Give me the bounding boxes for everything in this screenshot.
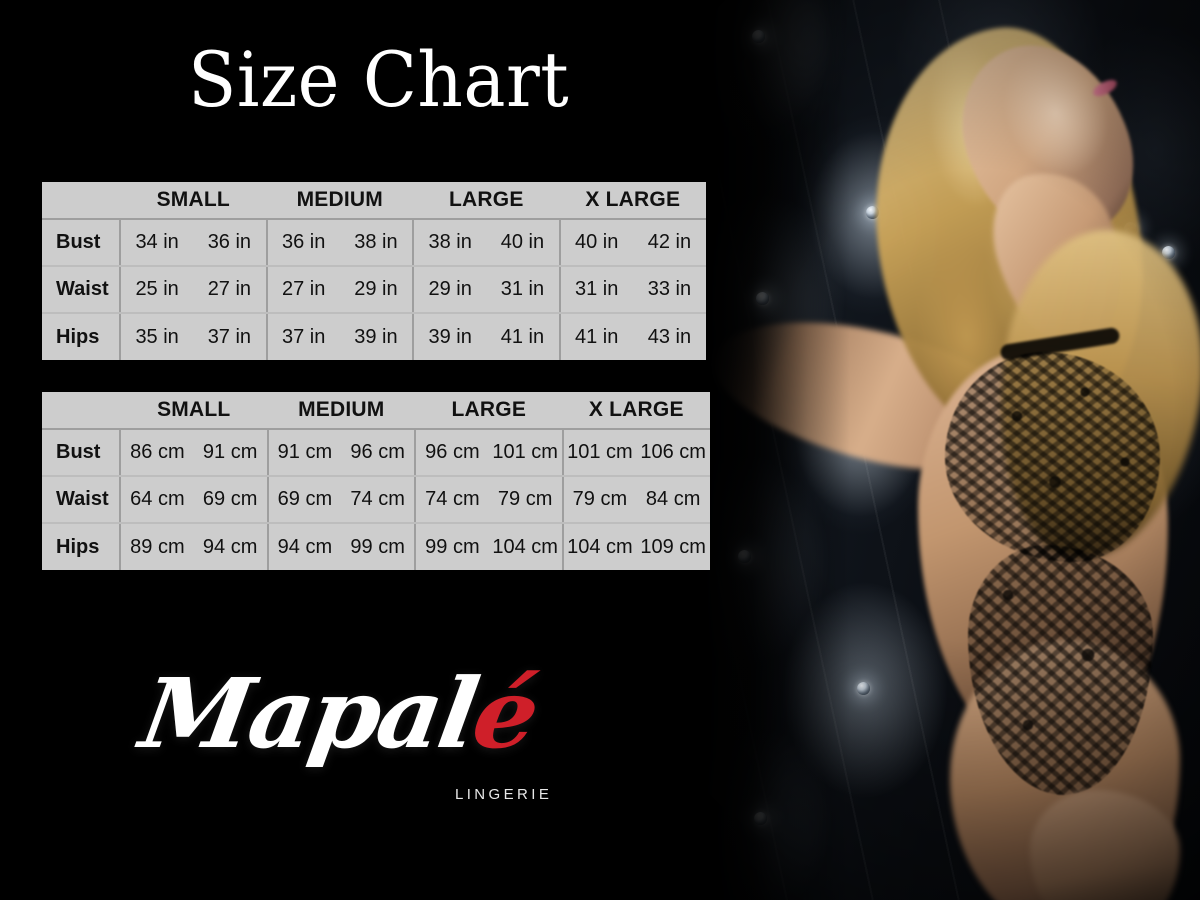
header-small: SMALL xyxy=(120,182,267,220)
cell-waist-small-max: 27 in xyxy=(193,266,267,314)
cell-bust-medium-max: 96 cm xyxy=(341,429,416,477)
row-label-waist: Waist xyxy=(42,476,121,524)
cell-waist-small-max: 69 cm xyxy=(193,476,268,524)
cell-waist-medium-max: 29 in xyxy=(339,266,414,314)
cell-bust-medium-min: 91 cm xyxy=(266,429,342,477)
cell-hips-large-min: 99 cm xyxy=(414,523,489,570)
page-title: Size Chart xyxy=(188,35,570,124)
cell-waist-large-min: 29 in xyxy=(412,266,487,314)
cell-hips-large-max: 104 cm xyxy=(492,535,558,558)
model-photo xyxy=(700,0,1200,900)
cell-hips-medium-max: 99 cm xyxy=(350,535,405,558)
cell-waist-small-min: 64 cm xyxy=(120,476,194,524)
cell-bust-large-max: 40 in xyxy=(486,219,560,267)
cell-hips-xlarge-max: 43 in xyxy=(647,325,692,348)
cell-waist-medium-min: 27 in xyxy=(265,266,340,314)
cell-waist-xlarge-min: 31 in xyxy=(558,266,633,314)
header-medium: MEDIUM xyxy=(267,392,416,430)
header-medium: MEDIUM xyxy=(266,182,414,220)
cell-bust-xlarge-min: 101 cm xyxy=(561,429,637,477)
table-row: Hips 89 cm 94 cm 94 cm 99 cm 99 cm 104 c… xyxy=(42,523,710,570)
cell-hips-small-min: 35 in xyxy=(135,325,179,348)
table-row: Bust 86 cm 91 cm 91 cm 96 cm 96 cm 101 c… xyxy=(42,429,711,477)
row-label-hips: Hips xyxy=(42,313,121,360)
cell-bust-xlarge-max: 42 in xyxy=(632,219,707,267)
cell-waist-large-max: 79 cm xyxy=(488,476,563,524)
row-label-bust: Bust xyxy=(42,429,121,477)
cell-hips-small-min: 89 cm xyxy=(130,535,185,558)
cell-bust-large-max: 101 cm xyxy=(488,429,563,477)
table-header-row: SMALL MEDIUM LARGE X LARGE xyxy=(42,182,707,220)
cell-hips-medium-min: 37 in xyxy=(265,313,340,360)
cell-hips-xlarge-max: 109 cm xyxy=(640,535,706,558)
cell-bust-large-min: 96 cm xyxy=(414,429,489,477)
cell-bust-medium-max: 38 in xyxy=(339,219,414,267)
cell-hips-small-max: 37 in xyxy=(207,325,252,348)
photo-vignette xyxy=(700,0,1200,900)
cell-waist-xlarge-max: 33 in xyxy=(632,266,707,314)
cell-hips-xlarge-min: 104 cm xyxy=(561,523,637,570)
cell-bust-small-max: 36 in xyxy=(193,219,267,267)
cell-bust-small-min: 86 cm xyxy=(120,429,194,477)
cell-bust-medium-min: 36 in xyxy=(265,219,340,267)
brand-logo: Mapalé LINGERIE xyxy=(134,657,580,816)
cell-bust-small-max: 91 cm xyxy=(193,429,268,477)
brand-tagline: LINGERIE xyxy=(455,786,553,803)
row-label-bust: Bust xyxy=(42,219,121,267)
header-large: LARGE xyxy=(413,182,560,220)
header-corner xyxy=(42,182,120,220)
cell-waist-large-min: 74 cm xyxy=(414,476,489,524)
cell-bust-xlarge-max: 106 cm xyxy=(636,429,711,477)
cell-bust-large-min: 38 in xyxy=(412,219,487,267)
cell-waist-large-max: 31 in xyxy=(486,266,560,314)
cell-waist-medium-max: 74 cm xyxy=(341,476,416,524)
cell-waist-xlarge-min: 79 cm xyxy=(561,476,637,524)
table-header-row: SMALL MEDIUM LARGE X LARGE xyxy=(42,392,711,430)
header-x-large: X LARGE xyxy=(559,182,707,220)
table-row: Bust 34 in 36 in 36 in 38 in 38 in 40 in… xyxy=(42,219,707,267)
brand-wordmark: Mapalé xyxy=(134,657,544,770)
table-row: Waist 25 in 27 in 27 in 29 in 29 in 31 i… xyxy=(42,266,707,314)
cell-hips-medium-max: 39 in xyxy=(354,325,398,348)
row-label-hips: Hips xyxy=(42,523,121,570)
size-table-cm: SMALL MEDIUM LARGE X LARGE Bust 86 cm 91… xyxy=(42,392,711,570)
cell-waist-xlarge-max: 84 cm xyxy=(636,476,711,524)
row-label-waist: Waist xyxy=(42,266,121,314)
cell-bust-small-min: 34 in xyxy=(120,219,194,267)
cell-hips-small-max: 94 cm xyxy=(202,535,258,558)
cell-bust-xlarge-min: 40 in xyxy=(558,219,633,267)
brand-name-main: Mapal xyxy=(133,657,484,770)
cell-waist-medium-min: 69 cm xyxy=(266,476,342,524)
header-small: SMALL xyxy=(120,392,268,430)
header-corner xyxy=(42,392,120,430)
cell-waist-small-min: 25 in xyxy=(120,266,194,314)
cell-hips-medium-min: 94 cm xyxy=(266,523,342,570)
header-x-large: X LARGE xyxy=(562,392,711,430)
cell-hips-large-max: 41 in xyxy=(500,325,545,348)
header-large: LARGE xyxy=(415,392,563,430)
table-row: Waist 64 cm 69 cm 69 cm 74 cm 74 cm 79 c… xyxy=(42,476,711,524)
table-row: Hips 35 in 37 in 37 in 39 in 39 in 41 in… xyxy=(42,313,706,360)
size-table-inches: SMALL MEDIUM LARGE X LARGE Bust 34 in 36… xyxy=(42,182,707,360)
cell-hips-xlarge-min: 41 in xyxy=(558,313,633,360)
cell-hips-large-min: 39 in xyxy=(412,313,487,360)
